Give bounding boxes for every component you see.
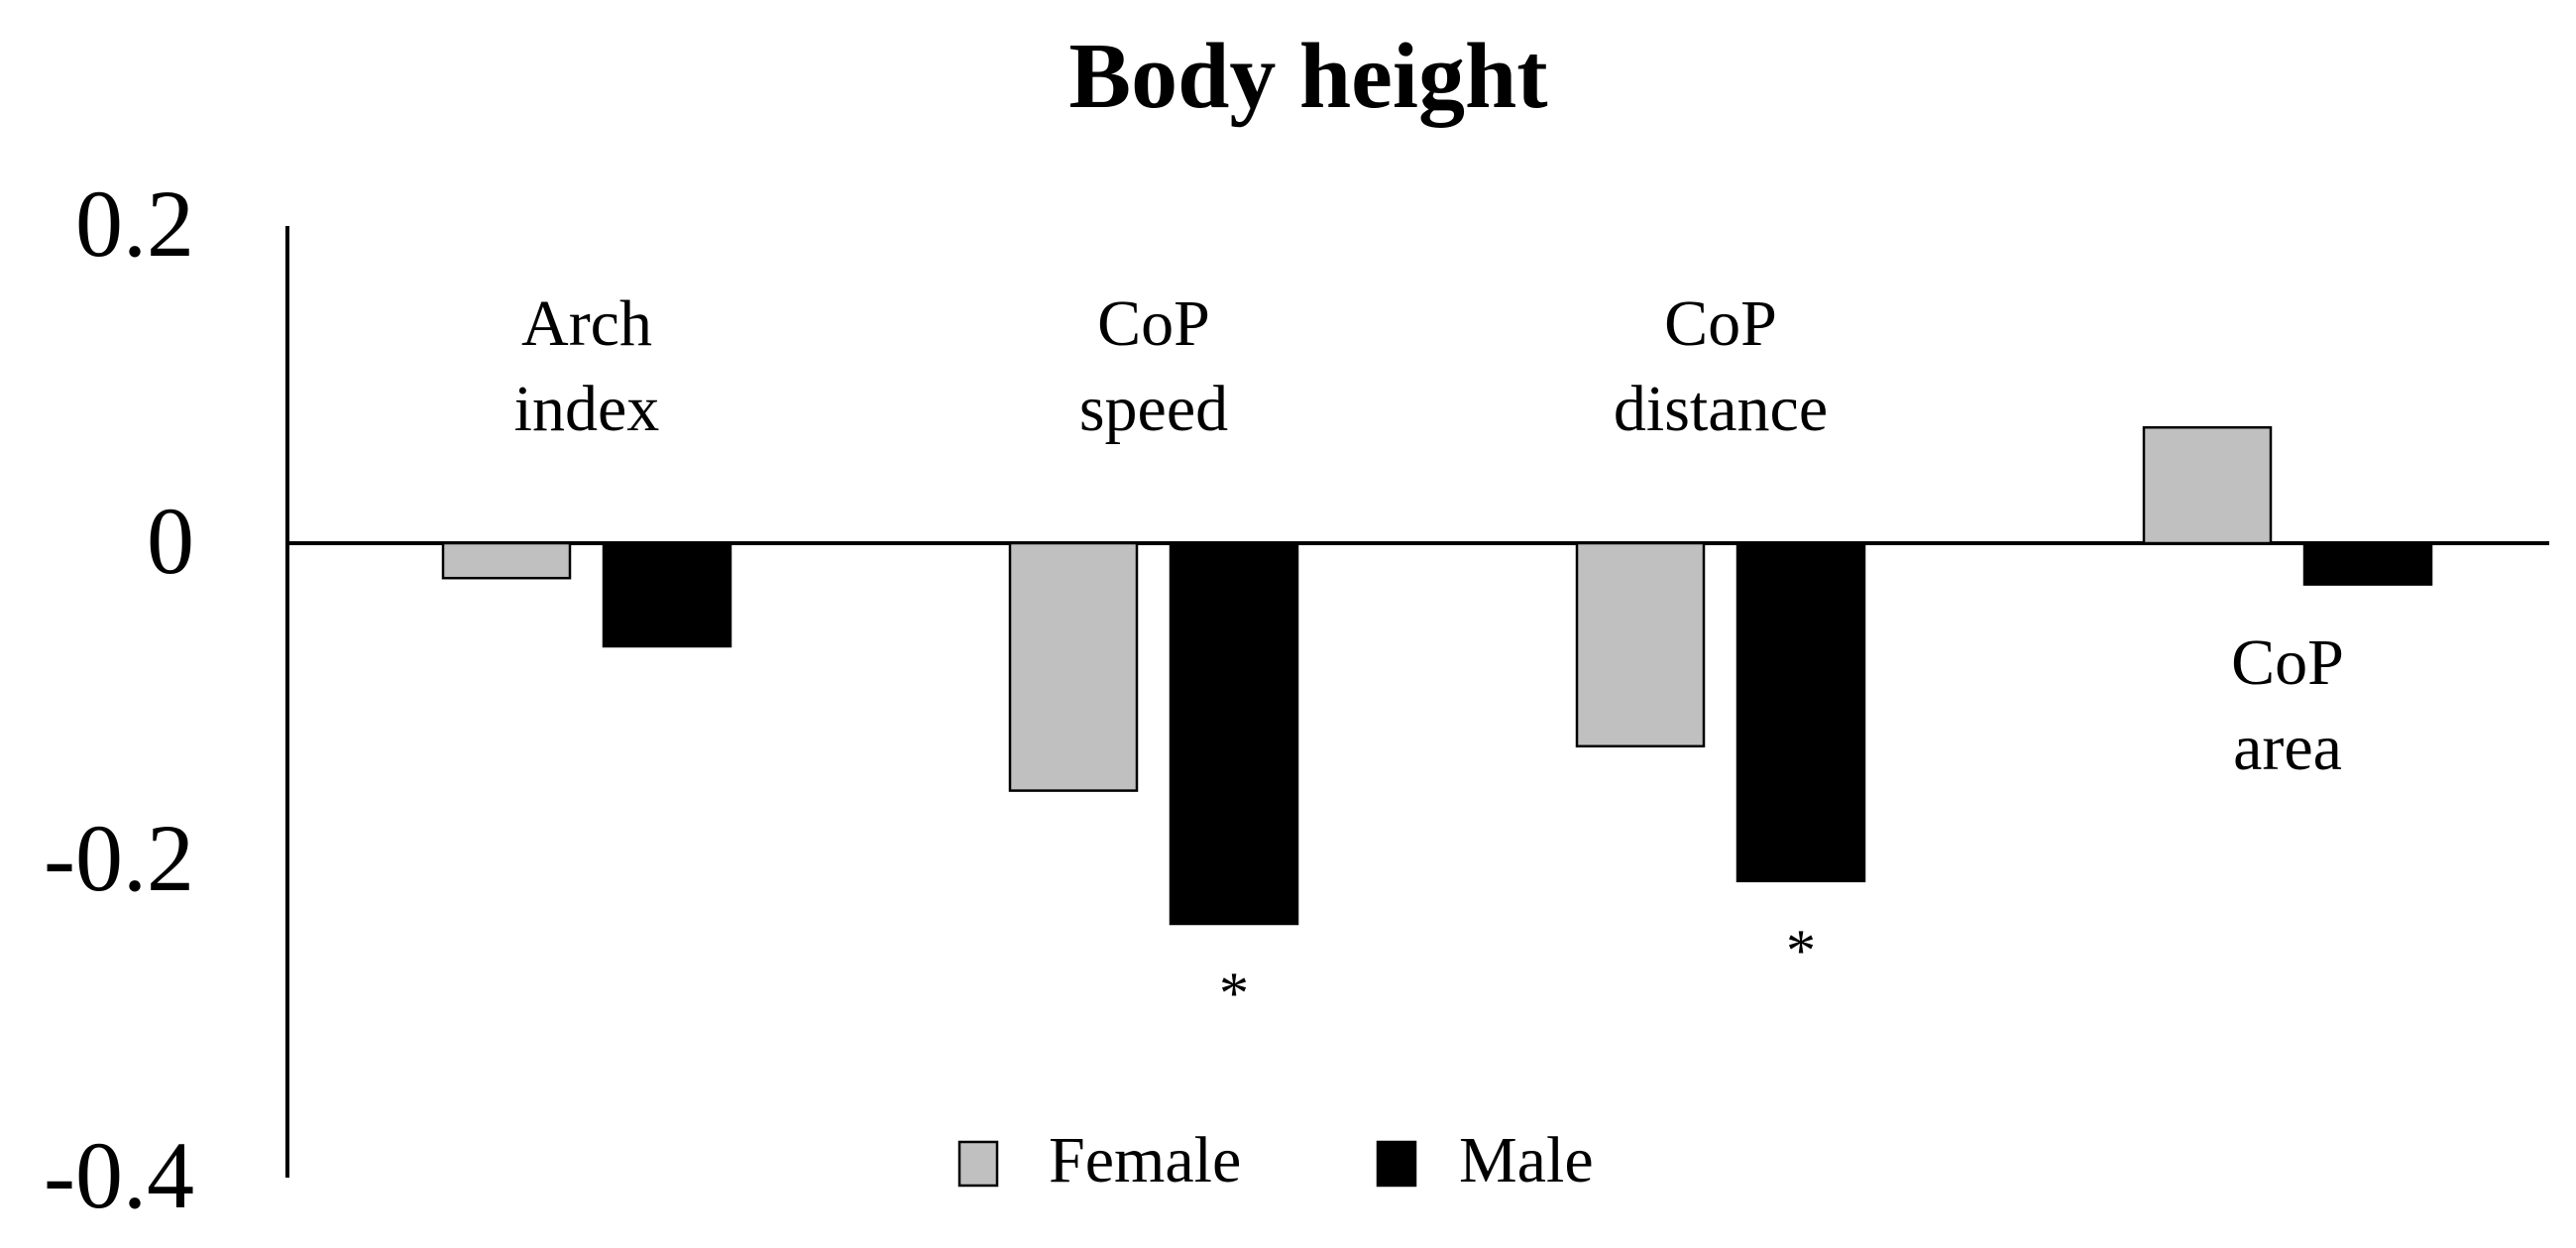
y-tick-label: 0 (147, 488, 194, 594)
category-label: CoP (2231, 626, 2344, 699)
y-tick-label: -0.2 (44, 805, 194, 911)
bars-group (441, 425, 2433, 926)
bar-female (1575, 541, 1706, 748)
category-label: CoP (1097, 287, 1210, 360)
bar-male (2302, 541, 2433, 586)
legend: Female Male (957, 1124, 1594, 1196)
significance-asterisk: * (1219, 961, 1249, 1026)
category-label: distance (1614, 373, 1828, 445)
bar-female (441, 541, 572, 580)
category-label: speed (1079, 373, 1228, 445)
category-label: index (514, 373, 660, 445)
bar-male (602, 541, 732, 648)
legend-swatch-male (1376, 1140, 1417, 1188)
legend-label-female: Female (1049, 1124, 1241, 1196)
bar-male (1736, 541, 1866, 883)
bar-male (1169, 541, 1299, 926)
significance-asterisk: * (1786, 918, 1816, 983)
bar-female (1008, 541, 1139, 792)
legend-swatch-female (957, 1140, 999, 1188)
chart-title: Body height (1068, 25, 1547, 128)
category-labels: Arch index CoP speed CoP distance CoP area (514, 287, 2344, 784)
significance-markers: ** (1219, 918, 1816, 1026)
bar-female (2142, 425, 2273, 545)
legend-label-male: Male (1459, 1124, 1594, 1196)
y-tick-label: -0.4 (44, 1122, 194, 1228)
category-label: Arch (521, 287, 652, 360)
y-tick-label: 0.2 (75, 170, 194, 277)
category-label: area (2233, 712, 2342, 784)
y-axis: 0.2 0 -0.2 -0.4 (44, 170, 289, 1228)
category-label: CoP (1664, 287, 1777, 360)
